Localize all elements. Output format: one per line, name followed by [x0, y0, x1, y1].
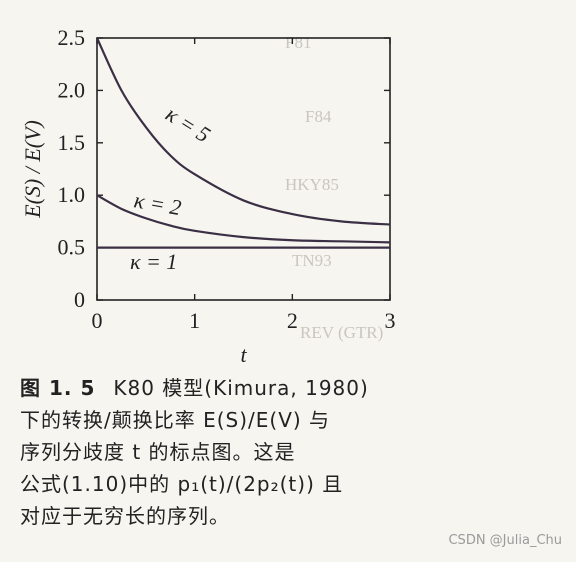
y-tick-label: 2.0: [58, 77, 86, 102]
series-label-k1: κ = 1: [130, 249, 177, 274]
caption-line-3: 序列分歧度 t 的标点图。这是: [20, 440, 296, 464]
y-axis-ticks: 0 0.5 1.0 1.5 2.0 2.5: [58, 25, 390, 312]
x-tick-label: 0: [92, 308, 103, 333]
y-tick-label: 0.5: [58, 235, 86, 260]
background-text: F81: [285, 33, 311, 52]
y-tick-label: 0: [74, 287, 85, 312]
x-tick-label: 2: [287, 308, 298, 333]
watermark: CSDN @Julia_Chu: [448, 533, 562, 548]
series-lines: [96, 37, 391, 249]
caption-line-1: 图 1. 5 K80 模型(Kimura, 1980): [20, 372, 420, 404]
series-label-k5: κ = 5: [161, 101, 214, 147]
background-text: TN93: [292, 251, 332, 270]
y-tick-label: 1.5: [58, 130, 86, 155]
x-axis-ticks: 0 1 2 3: [92, 38, 396, 333]
series-line-k2: [96, 194, 391, 244]
y-tick-label: 2.5: [58, 25, 86, 50]
series-line-k5: [96, 37, 391, 226]
x-tick-label: 3: [385, 308, 396, 333]
figure-number: 图 1. 5: [20, 376, 96, 400]
chart: F81 F84 HKY85 TN93 REV (GTR) 0 1 2 3 0 0.5 1.0 1.5…: [20, 25, 396, 367]
caption-line-4: 公式(1.10)中的 p₁(t)/(2p₂(t)) 且: [20, 472, 344, 496]
caption-line-2: 下的转换/颠换比率 E(S)/E(V) 与: [20, 408, 331, 432]
plot-border: [96, 37, 391, 301]
x-axis-label: t: [240, 342, 247, 367]
caption-line-5: 对应于无穷长的序列。: [20, 504, 230, 528]
background-text: F84: [305, 107, 332, 126]
background-text: REV (GTR): [300, 323, 383, 342]
plot-frame: [96, 37, 391, 301]
y-tick-label: 1.0: [58, 182, 86, 207]
caption-text-1: K80 模型(Kimura, 1980): [113, 376, 369, 400]
background-text: HKY85: [285, 175, 339, 194]
figure-caption: 图 1. 5 K80 模型(Kimura, 1980) 下的转换/颠换比率 E(S…: [20, 372, 420, 532]
x-tick-label: 1: [189, 308, 200, 333]
background-bleed-text: F81 F84 HKY85 TN93 REV (GTR): [285, 33, 383, 342]
y-axis-label: E(S) / E(V): [20, 120, 45, 219]
